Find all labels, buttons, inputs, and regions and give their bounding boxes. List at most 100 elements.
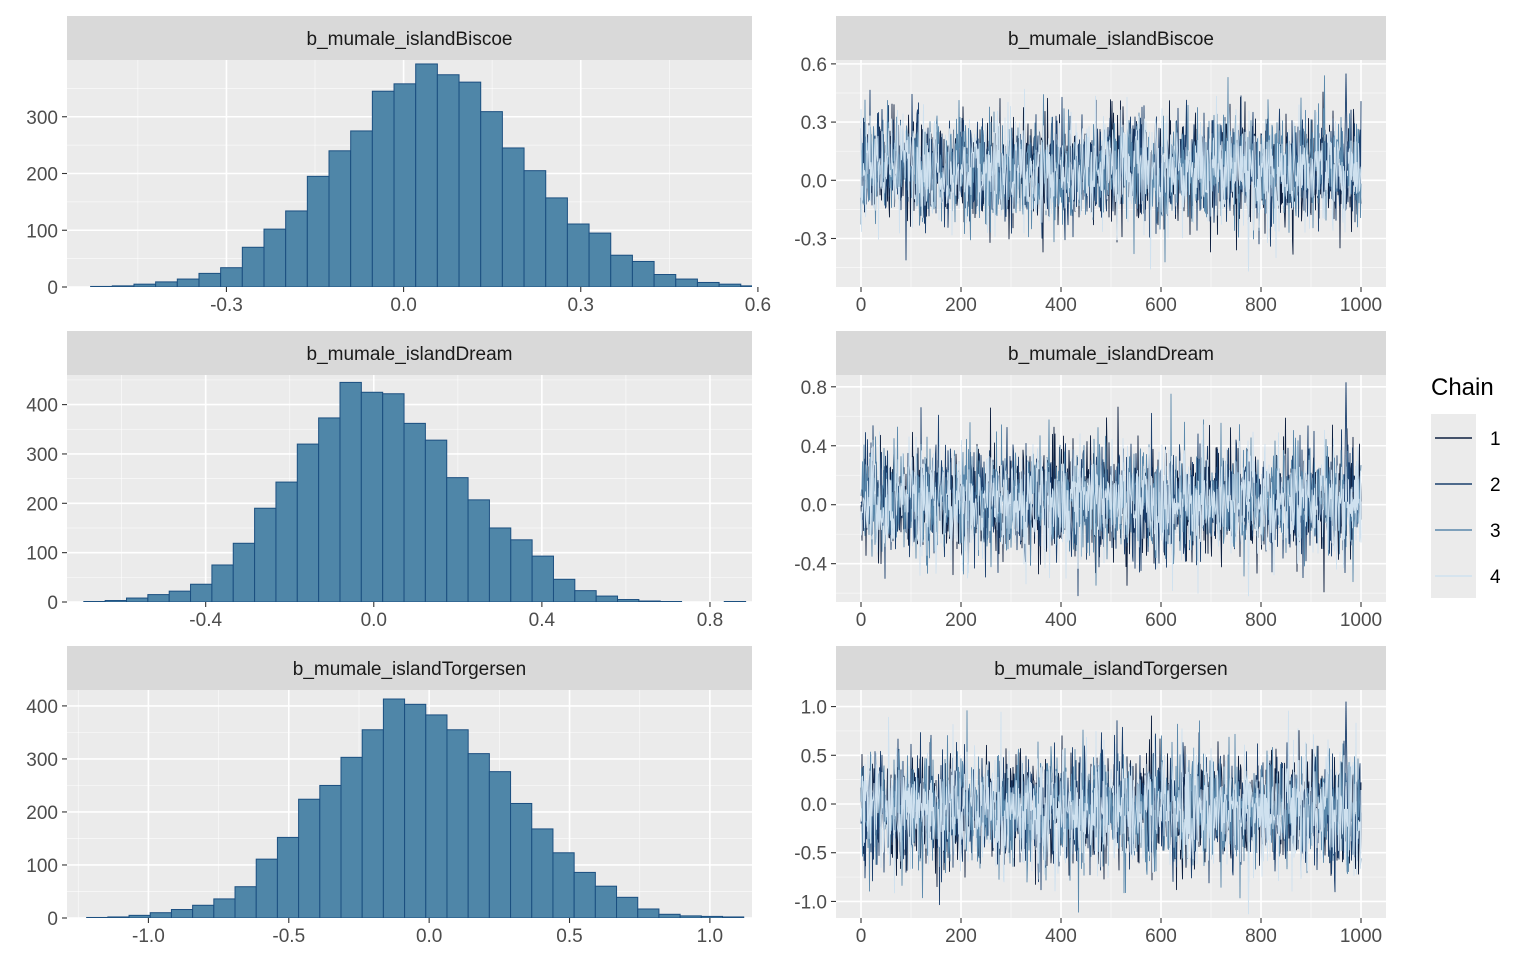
histogram-bar xyxy=(480,111,503,287)
facet-strip xyxy=(67,646,752,690)
x-tick-label: 200 xyxy=(945,926,977,947)
x-tick-label: 1.0 xyxy=(697,926,723,947)
facet-strip xyxy=(836,646,1386,690)
trace-spike-low xyxy=(1248,808,1250,915)
x-tick-label: 600 xyxy=(1145,295,1177,316)
histogram-bar xyxy=(446,729,469,918)
y-tick-label: 0 xyxy=(47,593,58,614)
facet-strip-title: b_mumale_islandDream xyxy=(1008,344,1214,365)
x-tick-label: 800 xyxy=(1245,610,1277,631)
x-tick-label: 600 xyxy=(1145,926,1177,947)
histogram-bar xyxy=(360,391,384,602)
x-tick-label: 200 xyxy=(945,295,977,316)
histogram-bar xyxy=(415,63,438,287)
trace-lines xyxy=(860,701,1362,915)
y-tick-label: 0.4 xyxy=(801,437,828,458)
histogram-bar xyxy=(552,578,576,602)
histogram-bar xyxy=(147,594,170,602)
histogram-bar xyxy=(371,90,395,287)
legend-label-chain-1: 1 xyxy=(1490,429,1501,450)
facet-strip xyxy=(67,331,752,375)
legend-title: Chain xyxy=(1431,374,1494,401)
histogram-bar xyxy=(318,417,341,602)
histogram-bar xyxy=(552,852,575,918)
trace-line-chain-2 xyxy=(860,407,1362,597)
y-tick-label: 100 xyxy=(26,544,58,565)
histogram-bar xyxy=(234,886,257,918)
x-tick-label: 400 xyxy=(1045,610,1077,631)
trace-spike-high xyxy=(1344,382,1347,502)
histogram-bar xyxy=(220,267,243,287)
histogram-bar xyxy=(740,285,752,287)
histogram-bar xyxy=(393,83,417,287)
y-tick-label: 200 xyxy=(26,165,58,186)
x-tick-label: 0.8 xyxy=(697,610,723,631)
facet-strip-title: b_mumale_islandBiscoe xyxy=(307,29,513,50)
histogram-bar xyxy=(425,714,448,918)
histogram-bar xyxy=(436,74,460,287)
histogram-bar xyxy=(190,583,213,602)
chain-legend: Chain 1 2 3 4 xyxy=(1431,374,1501,598)
trace-line-chain-4 xyxy=(860,710,1362,894)
histogram-bar xyxy=(501,147,525,287)
y-tick-label: -0.3 xyxy=(794,229,827,250)
y-tick-label: 300 xyxy=(26,445,58,466)
x-tick-label: 400 xyxy=(1045,295,1077,316)
histogram-bar xyxy=(382,698,406,918)
histogram-bar xyxy=(675,278,698,287)
histogram-bar xyxy=(488,771,512,918)
histogram-bar xyxy=(155,281,178,287)
x-tick-label: 800 xyxy=(1245,926,1277,947)
histogram-bars xyxy=(86,698,745,918)
histogram-bar xyxy=(298,798,321,918)
x-tick-label: 1000 xyxy=(1340,926,1382,947)
y-tick-label: 300 xyxy=(26,108,58,129)
histogram-bar xyxy=(424,439,448,602)
y-tick-label: 0.8 xyxy=(801,378,827,399)
x-tick-label: 800 xyxy=(1245,295,1277,316)
histogram-bar xyxy=(382,393,405,602)
x-tick-label: 0.3 xyxy=(568,295,594,316)
y-tick-label: -0.4 xyxy=(794,555,827,576)
y-tick-label: 0.5 xyxy=(801,746,827,767)
histogram-bar xyxy=(192,904,215,918)
trace-spike-high xyxy=(1345,73,1348,171)
histogram-bar xyxy=(573,871,596,918)
y-tick-label: 0 xyxy=(47,909,58,930)
y-tick-label: 0.0 xyxy=(801,496,827,517)
trace-spike-low xyxy=(1248,501,1250,597)
trace-spike-low xyxy=(1248,170,1250,272)
y-tick-label: 0.0 xyxy=(801,795,827,816)
histogram-bar xyxy=(104,600,128,602)
x-tick-label: -1.0 xyxy=(132,926,165,947)
trace-spike-high xyxy=(1344,701,1347,809)
histogram-bar xyxy=(510,802,533,918)
histogram-panel-0: b_mumale_islandBiscoe 0 100 200 300 -0.3 0.0 0.… xyxy=(26,16,771,316)
histogram-bar xyxy=(631,260,655,287)
x-tick-label: 0.0 xyxy=(416,926,442,947)
histogram-bar xyxy=(679,915,702,918)
histogram-bar xyxy=(111,285,135,287)
histogram-bars xyxy=(83,381,747,602)
histogram-bar xyxy=(176,278,200,287)
x-tick-label: -0.3 xyxy=(210,295,243,316)
histogram-bar xyxy=(133,283,157,287)
legend-label-chain-4: 4 xyxy=(1490,567,1501,588)
y-tick-label: 1.0 xyxy=(801,698,827,719)
y-tick-label: 400 xyxy=(26,396,58,417)
histogram-bar xyxy=(588,232,612,287)
histogram-bar xyxy=(523,170,547,287)
histogram-bar xyxy=(275,481,298,602)
histogram-bar xyxy=(658,913,681,918)
x-tick-label: 0 xyxy=(856,610,867,631)
histogram-bar xyxy=(722,916,745,918)
histogram-bar xyxy=(285,210,308,287)
y-tick-label: 200 xyxy=(26,803,58,824)
trace-panel-1: b_mumale_islandBiscoe -0.3 0.0 0.3 0.6 0 200 40… xyxy=(794,16,1386,316)
histogram-bar xyxy=(296,443,320,602)
histogram-bar xyxy=(446,477,469,602)
y-tick-label: 0 xyxy=(47,278,58,299)
y-tick-label: 0.6 xyxy=(801,55,827,76)
x-tick-label: 0.6 xyxy=(745,295,771,316)
histogram-bar xyxy=(510,539,533,602)
